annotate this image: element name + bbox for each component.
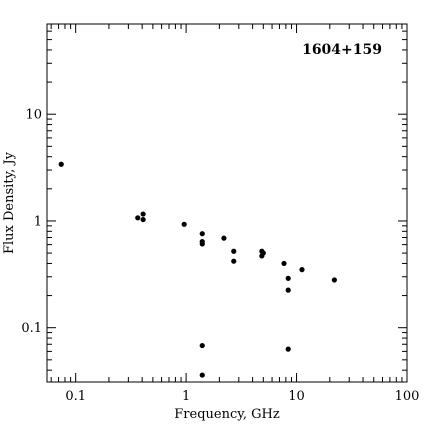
data-point [199,241,205,247]
data-point [299,267,305,273]
y-tick-label: 10 [25,108,42,123]
x-axis-label: Frequency, GHz [174,407,280,422]
data-points [58,161,337,378]
data-point [231,258,237,264]
x-tick-label: 1 [182,389,190,404]
data-point [285,275,291,281]
data-point [135,215,141,221]
y-axis-label: Flux Density, Jy [2,151,17,254]
data-point [285,287,291,293]
y-tick-labels: 0.1 1 10 [21,108,42,336]
data-point [259,253,265,259]
plot-frame [46,23,408,383]
data-point [331,277,337,283]
data-point [199,372,205,378]
y-tick-label: 0.1 [21,321,42,336]
data-point [181,221,187,227]
data-point [281,260,287,267]
axis-ticks [47,23,408,382]
data-point [231,248,237,254]
source-annotation: 1604+159 [302,42,382,58]
data-point [221,235,227,241]
data-point [285,346,291,352]
x-tick-label: 100 [395,389,420,404]
x-tick-label: 10 [288,389,305,404]
data-point [58,161,64,167]
data-point [199,342,205,349]
data-point [199,231,205,237]
x-tick-labels: 0.1 1 10 100 [65,389,419,404]
data-point [140,211,146,217]
y-tick-label: 1 [34,214,42,229]
data-point [140,216,146,223]
x-tick-label: 0.1 [65,389,86,404]
